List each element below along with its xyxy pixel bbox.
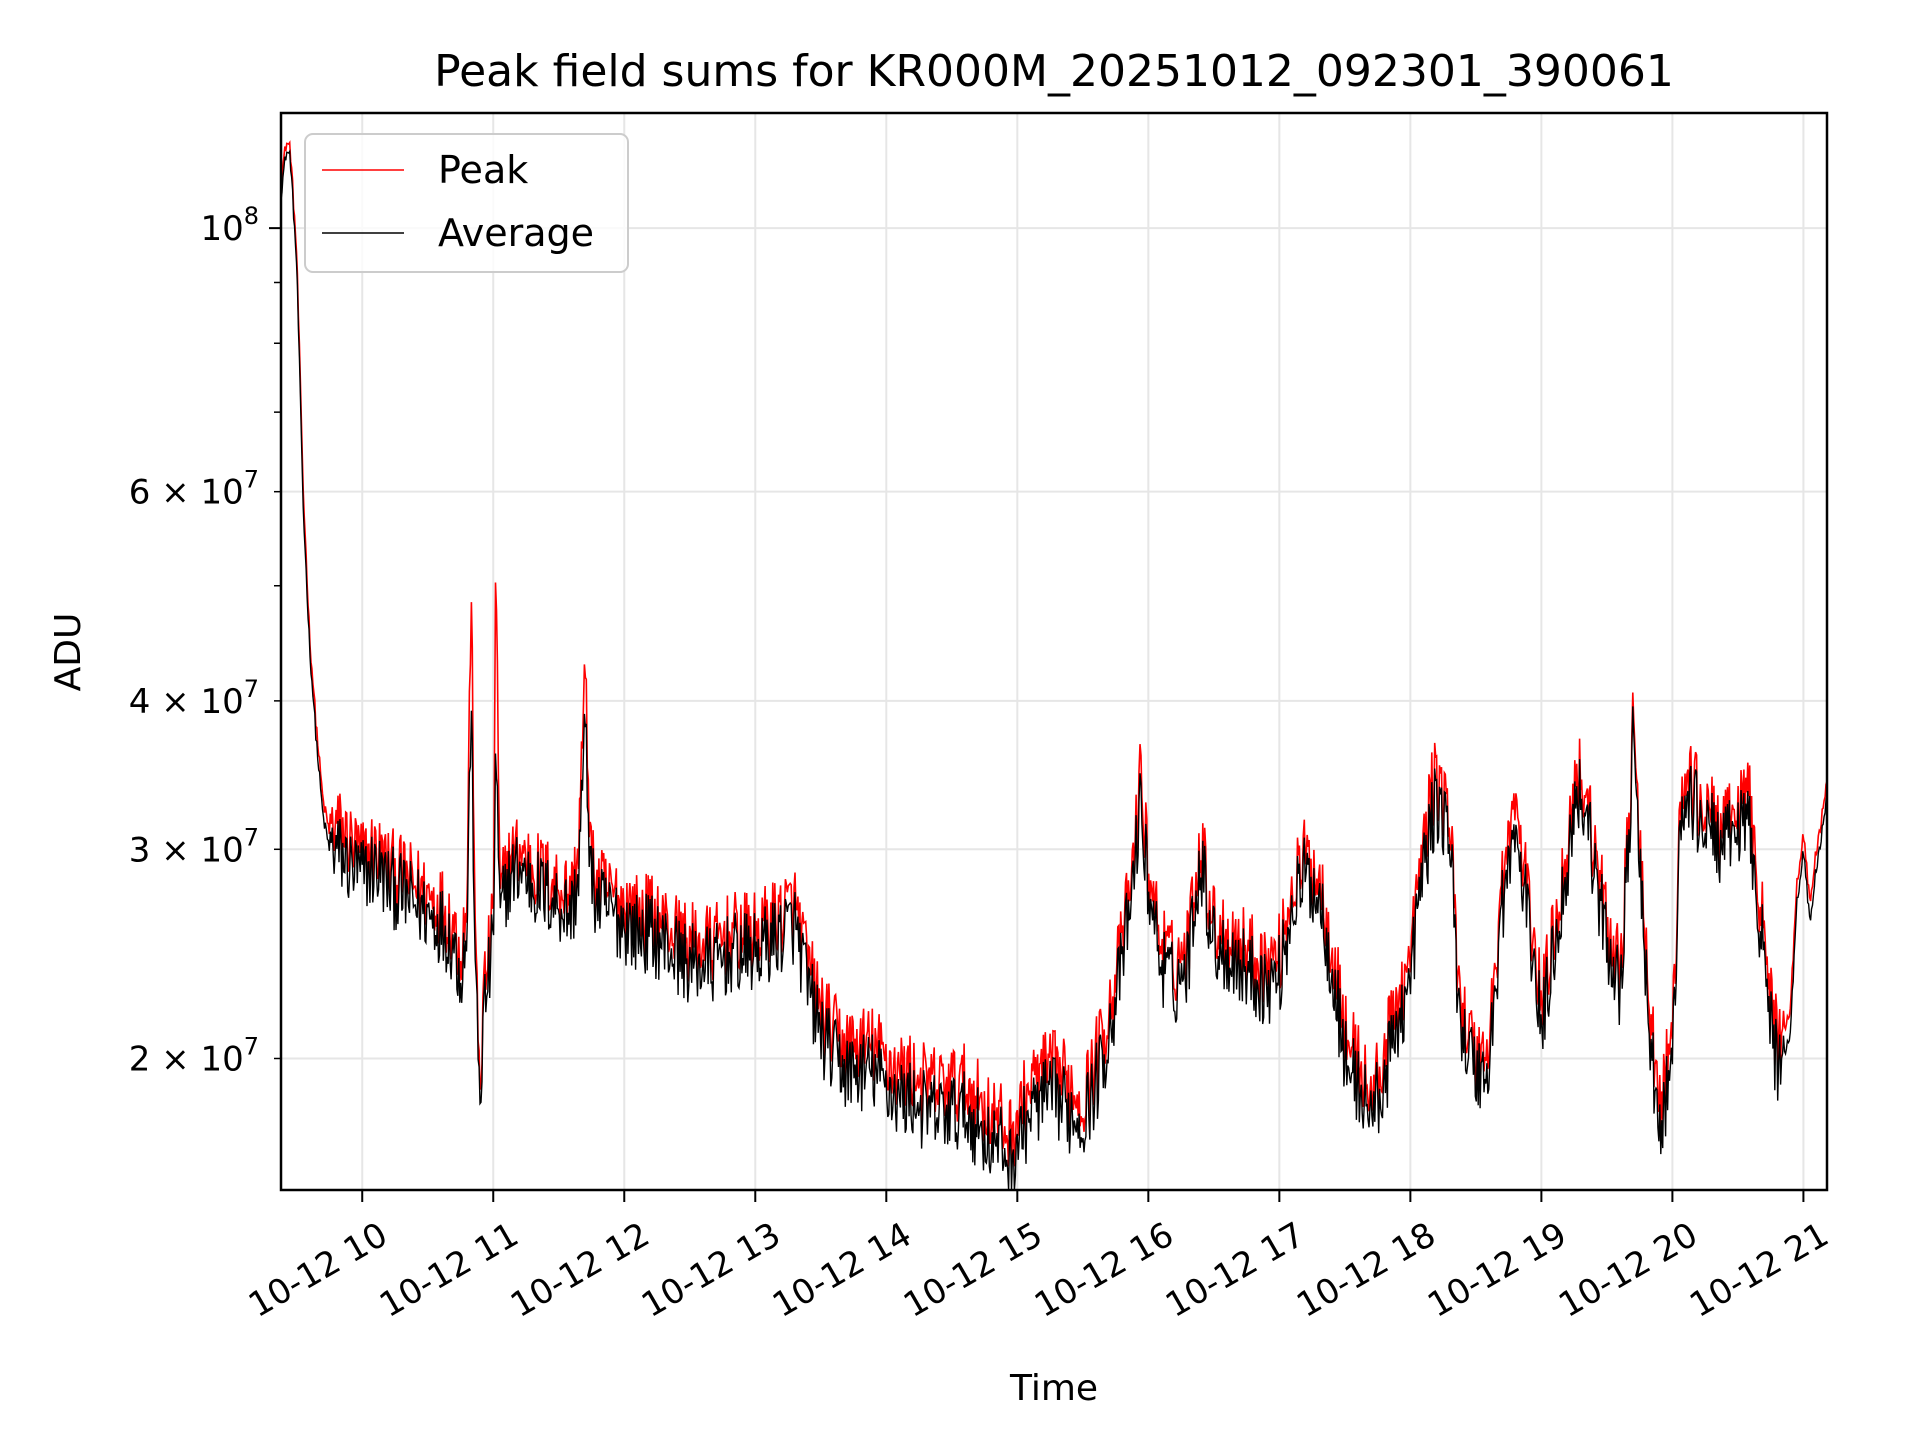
grid xyxy=(281,113,1827,1190)
x-tick-label: 10-12 16 xyxy=(1028,1215,1180,1326)
x-tick-label: 10-12 12 xyxy=(504,1215,656,1326)
legend-label-average: Average xyxy=(438,211,594,255)
y-axis-label: ADU xyxy=(48,613,89,692)
x-tick-label: 10-12 13 xyxy=(635,1215,787,1326)
x-tick-label: 10-12 11 xyxy=(373,1215,525,1326)
x-tick-label: 10-12 19 xyxy=(1421,1215,1573,1326)
y-tick-label: 108 xyxy=(200,202,259,249)
x-tick-label: 10-12 17 xyxy=(1159,1215,1311,1326)
x-axis-label: Time xyxy=(1009,1368,1098,1409)
x-tick-label: 10-12 18 xyxy=(1290,1215,1442,1326)
y-tick-label: 3 × 107 xyxy=(129,823,259,870)
x-tick-label: 10-12 20 xyxy=(1552,1215,1704,1326)
series-line-peak xyxy=(280,140,1828,1175)
series-layer xyxy=(280,140,1828,1191)
legend-box xyxy=(304,133,629,273)
series-line-average xyxy=(280,149,1828,1191)
legend-label-peak: Peak xyxy=(438,148,528,192)
y-tick-label: 4 × 107 xyxy=(129,675,259,722)
chart-title: Peak field sums for KR000M_20251012_0923… xyxy=(434,46,1674,97)
x-tick-label: 10-12 21 xyxy=(1683,1215,1835,1326)
x-tick-label: 10-12 14 xyxy=(766,1215,918,1326)
legend: Peak Average xyxy=(304,133,629,273)
y-tick-label: 2 × 107 xyxy=(129,1032,259,1079)
x-tick-label: 10-12 10 xyxy=(242,1215,394,1326)
y-tick-label: 6 × 107 xyxy=(129,466,259,513)
x-tick-label: 10-12 15 xyxy=(897,1215,1049,1326)
plot-frame xyxy=(279,111,1829,1192)
